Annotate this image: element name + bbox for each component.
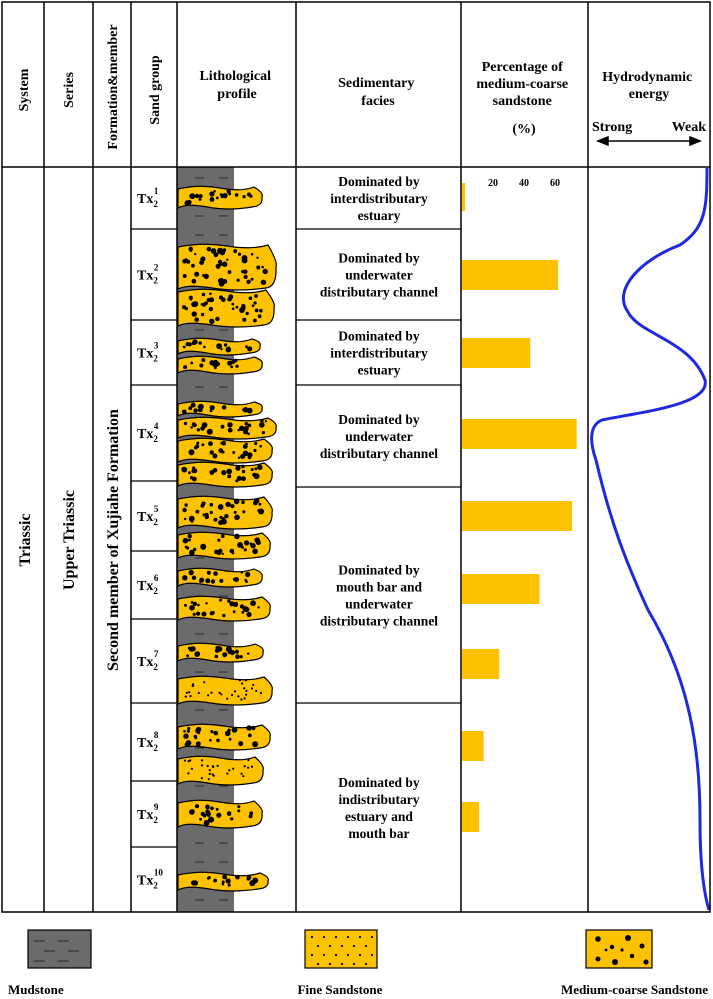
sand-group-label-9: Tx29: [137, 802, 159, 825]
pct-bar-3: [462, 338, 531, 368]
legend-medium-coarse-swatch: [585, 929, 653, 969]
pct-bar-8: [462, 731, 484, 761]
sandstone-bodies: [177, 185, 277, 892]
facies-label-5: Dominated by mouth bar and underwater distr…: [320, 563, 438, 629]
header-series: Series: [62, 72, 77, 108]
sand-group-label-4: Tx24: [137, 421, 159, 444]
sand-group-label-1: Tx21: [137, 186, 159, 209]
sand-body-11: [177, 531, 271, 560]
sand-body-15: [177, 675, 273, 706]
system-value: Triassic: [17, 513, 34, 566]
legend-fine-sandstone-swatch: [304, 929, 378, 969]
legend-mudstone-swatch: [27, 929, 92, 969]
legend-medium-coarse-label: Medium-coarse Sandstone: [561, 982, 708, 997]
sand-body-3: [177, 288, 275, 328]
header-hydrodynamic-energy: Hydrodynamic energy: [602, 70, 695, 102]
sand-group-dividers: [131, 228, 177, 848]
pct-bar-6: [462, 574, 540, 604]
header-formation-member: Formation&member: [106, 24, 121, 149]
strong-weak-arrow-icon: [595, 135, 703, 147]
formation-value: Second member of Xujiahe Formation: [105, 409, 122, 671]
header-sedimentary-facies: Sedimentary facies: [338, 76, 418, 109]
sand-body-16: [177, 723, 271, 751]
pct-tick-20: 20: [488, 178, 498, 189]
sand-group-label-10: Tx210: [137, 868, 163, 891]
percentage-bars: [462, 183, 577, 832]
facies-label-3: Dominated by interdistributary estuary: [330, 329, 428, 378]
sand-group-label-5: Tx25: [137, 504, 159, 527]
legend: Mudstone Fine Sandstone Medium-coarse Sa…: [8, 929, 708, 997]
pct-bar-5: [462, 501, 572, 531]
facies-label-6: Dominated by indistributary estuary and mou…: [338, 775, 420, 841]
sand-group-label-6: Tx26: [137, 573, 159, 596]
sand-body-17: [177, 755, 264, 786]
header-sand-group: Sand group: [148, 55, 163, 125]
header-weak-label: Weak: [672, 120, 706, 135]
hydrodynamic-energy-curve: [590, 167, 711, 911]
sand-body-1: [177, 185, 263, 210]
pct-tick-40: 40: [519, 178, 529, 189]
percentage-axis-ticks: 20 40 60: [488, 178, 560, 189]
legend-fine-sandstone-dots: [310, 935, 374, 966]
table-grid: [1, 1, 711, 913]
sand-body-7: [177, 416, 277, 440]
legend-mudstone-label: Mudstone: [8, 982, 64, 997]
pct-bar-7: [462, 649, 500, 679]
sand-group-label-7: Tx27: [137, 649, 159, 672]
facies-dividers: [296, 228, 461, 704]
pct-bar-9: [462, 802, 480, 832]
sand-group-label-8: Tx28: [137, 730, 159, 753]
sand-group-labels: Tx21 Tx22 Tx23 Tx24 Tx25 Tx26 Tx27 Tx28 Tx29 Tx21…: [137, 186, 163, 891]
pct-tick-60: 60: [550, 178, 560, 189]
header-percentage: Percentage of medium-coarse sandstone (%…: [476, 60, 571, 137]
facies-labels: Dominated by interdistributary estuary Domi…: [320, 174, 438, 841]
pct-bar-4: [462, 419, 577, 449]
facies-label-4: Dominated by underwater distributary chann…: [320, 412, 438, 461]
header-strong-label: Strong: [592, 120, 632, 135]
pct-bar-1: [462, 183, 466, 211]
facies-label-2: Dominated by underwater distributary chann…: [320, 251, 438, 300]
header-lithological-profile: Lithological profile: [199, 69, 274, 102]
header: System Series Formation&member Sand grou…: [17, 24, 706, 149]
legend-medium-coarse-dots: [595, 935, 649, 965]
legend-fine-sandstone-label: Fine Sandstone: [298, 982, 383, 997]
legend-mudstone-dashes: [34, 940, 79, 962]
series-value: Upper Triassic: [61, 490, 78, 590]
pct-bar-2: [462, 260, 559, 290]
sand-body-5: [177, 355, 263, 375]
sand-group-label-3: Tx23: [137, 341, 159, 364]
sand-group-label-2: Tx22: [137, 263, 159, 286]
facies-label-1: Dominated by interdistributary estuary: [330, 174, 428, 223]
header-system: System: [17, 68, 32, 111]
